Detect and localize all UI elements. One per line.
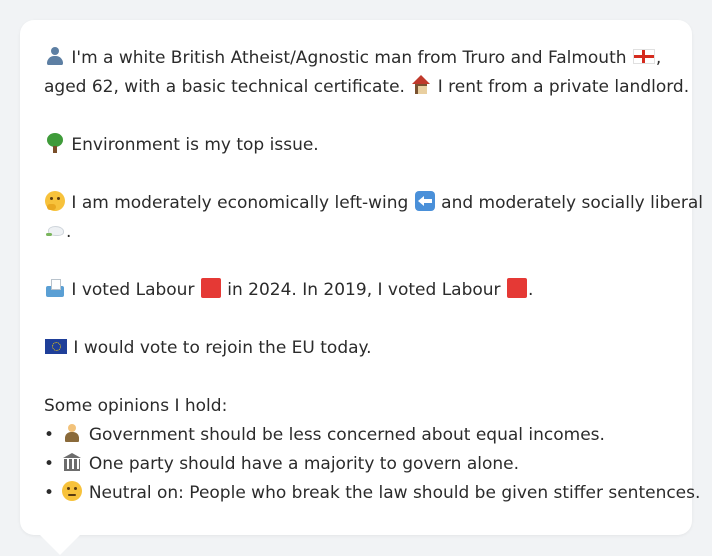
vote-2019-text: in 2024. In 2019, I voted Labour — [227, 280, 501, 300]
person-with-scales-icon — [62, 423, 82, 443]
vote-2024-text: I voted Labour — [71, 280, 195, 300]
spacer — [44, 247, 674, 276]
opinion-item: • One party should have a majority to go… — [44, 450, 674, 479]
dove-icon — [45, 220, 65, 240]
opinion-text: Government should be less concerned abou… — [88, 425, 605, 445]
spacer — [44, 160, 674, 189]
person-silhouette-icon — [45, 46, 65, 66]
profile-line-politics: I am moderately economically left-wing a… — [44, 189, 703, 218]
speech-bubble-tail — [40, 535, 80, 555]
opinions-heading: Some opinions I hold: — [44, 396, 228, 416]
identity-comma: , — [655, 48, 662, 68]
opinion-item: • Government should be less concerned ab… — [44, 421, 674, 450]
eu-flag-icon — [45, 339, 67, 354]
left-arrow-icon — [414, 191, 435, 211]
opinion-text: One party should have a majority to gove… — [88, 454, 520, 474]
identity-text: I'm a white British Atheist/Agnostic man… — [71, 48, 627, 68]
profile-text: I'm a white British Atheist/Agnostic man… — [44, 44, 703, 508]
profile-line-politics-cont: . — [44, 218, 674, 247]
spacer — [44, 363, 674, 392]
red-square-icon — [506, 278, 527, 298]
classical-building-icon — [62, 452, 82, 472]
social-position-text: and moderately socially liberal — [441, 193, 703, 213]
housing-text: I rent from a private landlord. — [437, 77, 690, 97]
eu-stance-text: I would vote to rejoin the EU today. — [73, 338, 372, 358]
profile-line-voting: I voted Labour in 2024. In 2019, I voted… — [44, 276, 674, 305]
opinion-text: Neutral on: People who break the law sho… — [88, 483, 701, 503]
red-square-icon — [200, 278, 221, 298]
profile-line-identity: I'm a white British Atheist/Agnostic man… — [44, 44, 674, 73]
bullet: • — [44, 454, 55, 474]
profile-line-top-issue: Environment is my top issue. — [44, 131, 674, 160]
england-flag-icon — [632, 49, 655, 64]
thinking-face-icon — [45, 191, 65, 211]
ballot-box-icon — [45, 278, 65, 298]
age-education-text: aged 62, with a basic technical certific… — [44, 77, 405, 97]
house-icon — [411, 75, 431, 95]
neutral-face-icon — [62, 481, 83, 501]
economic-position-text: I am moderately economically left-wing — [71, 193, 409, 213]
politics-period: . — [66, 222, 72, 242]
spacer — [44, 102, 674, 131]
opinion-item: • Neutral on: People who break the law s… — [44, 479, 700, 508]
bullet: • — [44, 483, 55, 503]
top-issue-text: Environment is my top issue. — [71, 135, 319, 155]
profile-card: I'm a white British Atheist/Agnostic man… — [20, 20, 703, 535]
profile-line-eu: I would vote to rejoin the EU today. — [44, 334, 674, 363]
deciduous-tree-icon — [45, 133, 65, 153]
profile-line-age-housing: aged 62, with a basic technical certific… — [44, 73, 689, 102]
vote-period: . — [527, 280, 534, 300]
spacer — [44, 305, 674, 334]
bullet: • — [44, 425, 55, 445]
